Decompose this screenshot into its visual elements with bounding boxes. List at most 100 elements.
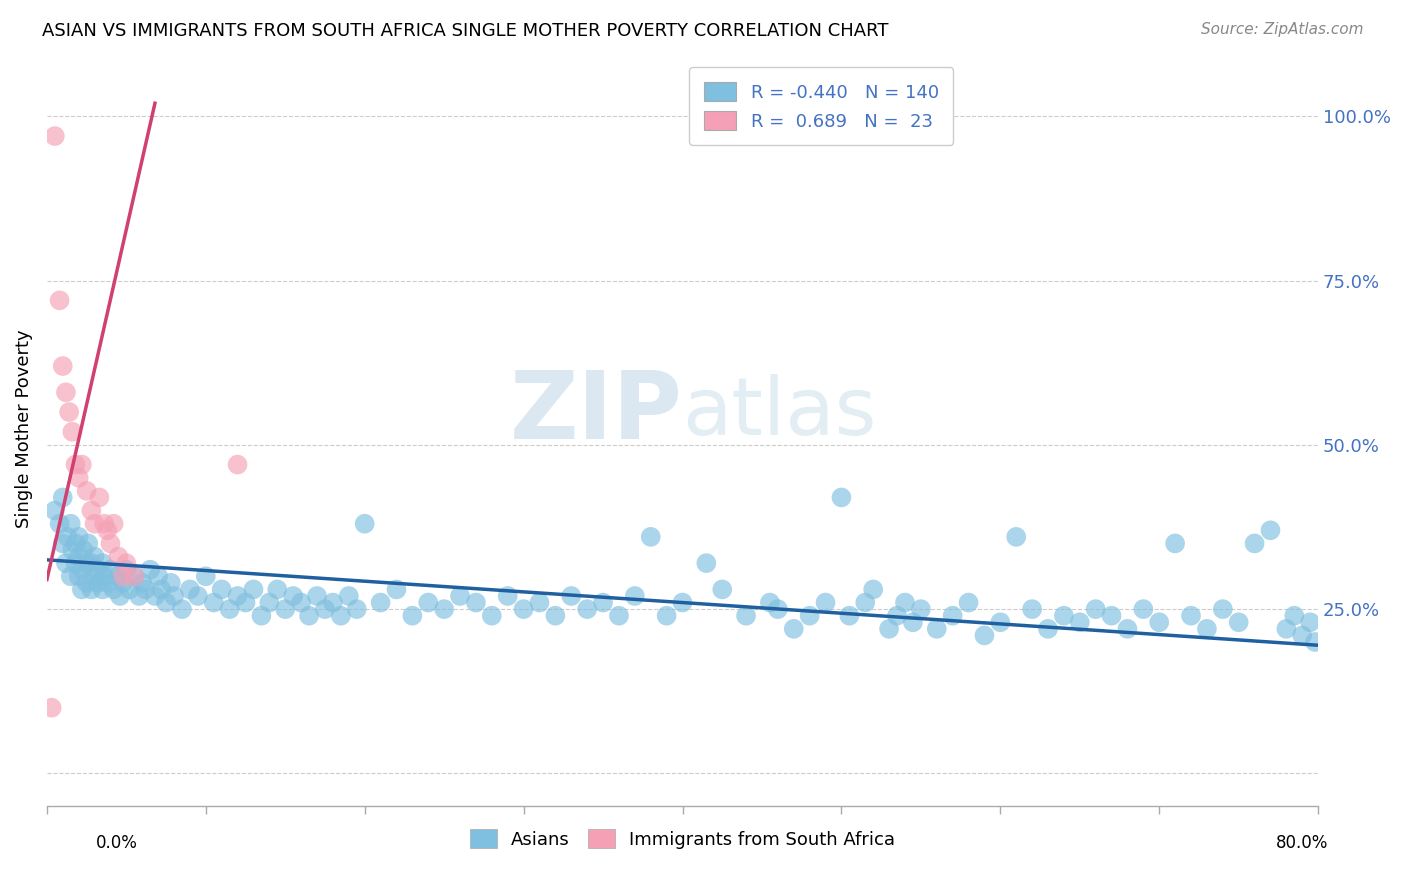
Point xyxy=(55,385,77,400)
Point xyxy=(44,503,66,517)
Point xyxy=(41,700,63,714)
Point xyxy=(1299,615,1322,630)
Point xyxy=(1291,628,1313,642)
Point xyxy=(93,516,115,531)
Point xyxy=(449,589,471,603)
Text: Source: ZipAtlas.com: Source: ZipAtlas.com xyxy=(1201,22,1364,37)
Point xyxy=(496,589,519,603)
Point xyxy=(695,556,717,570)
Point xyxy=(118,582,141,597)
Point xyxy=(52,536,75,550)
Y-axis label: Single Mother Poverty: Single Mother Poverty xyxy=(15,329,32,528)
Point xyxy=(1195,622,1218,636)
Point xyxy=(1284,608,1306,623)
Point xyxy=(83,516,105,531)
Point xyxy=(93,569,115,583)
Point xyxy=(322,596,344,610)
Point xyxy=(465,596,488,610)
Point xyxy=(70,458,93,472)
Point xyxy=(134,582,156,597)
Point xyxy=(1084,602,1107,616)
Point xyxy=(226,458,249,472)
Point xyxy=(146,569,169,583)
Point xyxy=(576,602,599,616)
Point xyxy=(59,569,82,583)
Point xyxy=(60,543,83,558)
Point xyxy=(112,575,135,590)
Point xyxy=(1164,536,1187,550)
Point xyxy=(877,622,900,636)
Point xyxy=(1116,622,1139,636)
Point xyxy=(80,503,103,517)
Point xyxy=(711,582,734,597)
Point xyxy=(48,516,70,531)
Point xyxy=(481,608,503,623)
Point xyxy=(1005,530,1028,544)
Point xyxy=(115,556,138,570)
Point xyxy=(957,596,980,610)
Point xyxy=(592,596,614,610)
Point xyxy=(1021,602,1043,616)
Point xyxy=(925,622,948,636)
Point xyxy=(973,628,995,642)
Point xyxy=(735,608,758,623)
Point xyxy=(128,589,150,603)
Point xyxy=(942,608,965,623)
Point xyxy=(250,608,273,623)
Point xyxy=(179,582,201,597)
Point xyxy=(401,608,423,623)
Point xyxy=(799,608,821,623)
Point xyxy=(560,589,582,603)
Point xyxy=(259,596,281,610)
Point xyxy=(55,556,77,570)
Point xyxy=(862,582,884,597)
Point xyxy=(385,582,408,597)
Text: ZIP: ZIP xyxy=(509,368,682,459)
Point xyxy=(143,589,166,603)
Point xyxy=(830,491,852,505)
Point xyxy=(1275,622,1298,636)
Point xyxy=(346,602,368,616)
Point xyxy=(1212,602,1234,616)
Point xyxy=(67,471,90,485)
Point xyxy=(100,536,122,550)
Point xyxy=(671,596,693,610)
Point xyxy=(766,602,789,616)
Point xyxy=(274,602,297,616)
Point xyxy=(910,602,932,616)
Point xyxy=(67,530,90,544)
Point xyxy=(886,608,908,623)
Point xyxy=(124,569,146,583)
Point xyxy=(418,596,440,610)
Point xyxy=(314,602,336,616)
Point xyxy=(87,575,110,590)
Point xyxy=(226,589,249,603)
Point xyxy=(266,582,288,597)
Point xyxy=(624,589,647,603)
Point xyxy=(298,608,321,623)
Point xyxy=(242,582,264,597)
Point xyxy=(91,582,114,597)
Point xyxy=(160,575,183,590)
Point xyxy=(52,491,75,505)
Point xyxy=(1132,602,1154,616)
Point xyxy=(759,596,782,610)
Point xyxy=(1053,608,1076,623)
Point xyxy=(187,589,209,603)
Point xyxy=(65,556,87,570)
Point xyxy=(131,575,153,590)
Point xyxy=(100,563,122,577)
Point xyxy=(1260,523,1282,537)
Text: ASIAN VS IMMIGRANTS FROM SOUTH AFRICA SINGLE MOTHER POVERTY CORRELATION CHART: ASIAN VS IMMIGRANTS FROM SOUTH AFRICA SI… xyxy=(42,22,889,40)
Text: 80.0%: 80.0% xyxy=(1277,834,1329,852)
Point xyxy=(80,582,103,597)
Point xyxy=(91,556,114,570)
Point xyxy=(512,602,534,616)
Point xyxy=(107,549,129,564)
Point xyxy=(290,596,312,610)
Point xyxy=(170,602,193,616)
Point xyxy=(894,596,917,610)
Point xyxy=(44,129,66,144)
Point xyxy=(305,589,328,603)
Point xyxy=(853,596,876,610)
